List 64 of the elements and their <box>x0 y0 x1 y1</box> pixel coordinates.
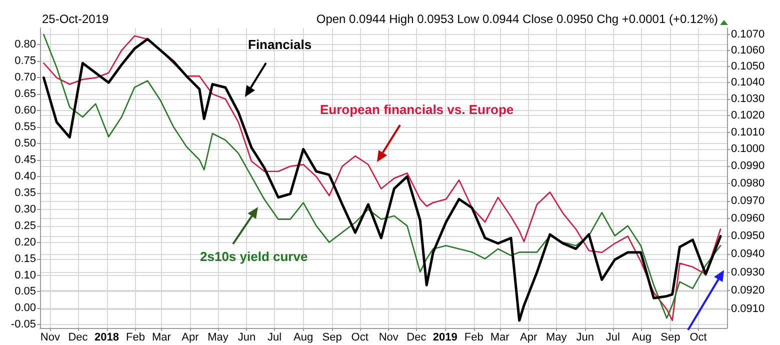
y-tick-label: 0.45 <box>14 154 36 166</box>
text: Open 0.0944 High 0.0953 Low 0.0944 Close 0.0950 Chg +0.0001 (+0.12%) <box>316 12 718 26</box>
text: Financials <box>248 37 312 52</box>
y2-tick-label: 0.1070 <box>731 28 765 40</box>
y2-tick-label: 0.1020 <box>731 110 765 122</box>
x-tick-label: Apr <box>520 332 538 344</box>
y-tick-label: 0.40 <box>14 170 36 182</box>
y2-tick-label: 0.1040 <box>731 76 765 89</box>
y-tick-label: 0.35 <box>14 186 36 199</box>
y2-tick-label: 0.0990 <box>731 160 765 172</box>
x-tick-label: Feb <box>126 332 145 344</box>
y-tick-label: 0.10 <box>14 269 36 282</box>
x-tick-label: Aug <box>294 332 314 344</box>
x-tick-label: Aug <box>632 332 652 344</box>
y-tick-label: 0.55 <box>14 120 36 133</box>
x-tick-label: Jul <box>606 332 620 344</box>
y2-tick-label: 0.0930 <box>731 266 765 278</box>
y-tick-label: -0.05 <box>10 318 36 331</box>
chart-subtitle: 25-Oct-2019 <box>42 12 110 26</box>
x-tick-label: May <box>208 332 229 344</box>
y-tick-label: 0.30 <box>14 203 36 216</box>
text: European financials vs. Europe <box>320 102 514 117</box>
y2-tick-label: 0.0980 <box>731 177 765 190</box>
x-tick-label: Jun <box>238 332 256 344</box>
x-tick-label: May <box>546 332 568 344</box>
y-tick-label: 0.65 <box>14 88 36 100</box>
y2-tick-label: 0.1010 <box>731 126 765 138</box>
y-tick-label: 0.05 <box>14 286 36 298</box>
y-tick-label: 0.00 <box>14 302 36 314</box>
x-tick-label: Feb <box>464 332 484 344</box>
x-tick-label: 2018 <box>94 332 119 344</box>
x-tick-label: Apr <box>182 332 200 344</box>
y-tick-label: 0.25 <box>14 220 36 232</box>
y-tick-label: 0.15 <box>14 252 36 265</box>
x-tick-label: Sep <box>660 332 680 344</box>
x-tick-label: Sep <box>322 332 342 344</box>
x-tick-label: Jun <box>576 332 594 344</box>
y-tick-label: 0.60 <box>14 104 36 116</box>
y-tick-label: 0.50 <box>14 137 36 150</box>
y-tick-label: 0.70 <box>14 71 36 84</box>
x-tick-label: Dec <box>68 332 88 344</box>
x-tick-label: Jul <box>268 332 282 344</box>
x-tick-label: Nov <box>378 332 399 344</box>
y-tick-label: 0.80 <box>14 38 36 50</box>
y2-tick-label: 0.1050 <box>731 60 765 72</box>
y2-tick-label: 0.1000 <box>731 143 765 156</box>
y-tick-label: 0.20 <box>14 236 36 248</box>
x-tick-label: Mar <box>490 332 510 344</box>
x-tick-label: 2019 <box>432 332 458 344</box>
y2-tick-label: 0.0910 <box>731 303 765 316</box>
y2-tick-label: 0.0940 <box>731 248 765 260</box>
y2-tick-label: 0.1030 <box>731 93 765 105</box>
series-label: 2s10s yield curve <box>200 249 308 264</box>
y2-tick-label: 0.0950 <box>731 230 765 242</box>
y2-tick-label: 0.0970 <box>731 194 765 207</box>
x-tick-label: Oct <box>351 332 368 344</box>
y2-tick-label: 0.0960 <box>731 212 765 224</box>
y-tick-label: 0.75 <box>14 54 36 67</box>
y2-tick-label: 0.1060 <box>731 44 765 56</box>
x-tick-label: Oct <box>690 332 707 344</box>
x-tick-label: Nov <box>40 332 60 344</box>
x-tick-label: Dec <box>406 332 427 344</box>
x-tick-label: Mar <box>152 332 172 344</box>
y2-tick-label: 0.0920 <box>731 284 765 297</box>
